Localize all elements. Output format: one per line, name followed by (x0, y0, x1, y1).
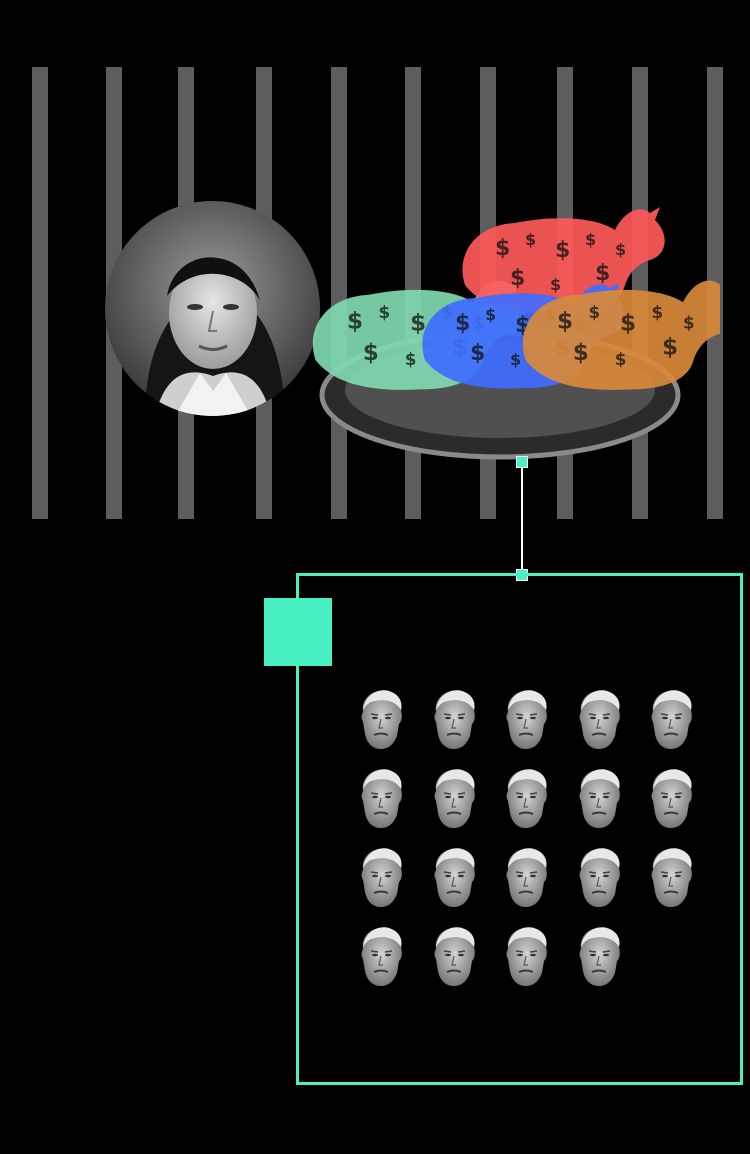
dollar-sign: $ (470, 341, 485, 366)
dollar-sign: $ (485, 305, 496, 324)
dollar-sign: $ (550, 275, 561, 294)
portrait-illustration (105, 201, 320, 416)
dollar-sign: $ (573, 340, 589, 366)
dollar-sign: $ (410, 311, 426, 337)
dollar-sign: $ (510, 350, 521, 369)
dollar-sign: $ (405, 349, 417, 369)
dollar-sign: $ (652, 302, 664, 322)
dollar-sign: $ (615, 349, 627, 369)
portrait-photo (105, 201, 320, 416)
cows-on-platter: $$$$$$$$$$$$$$$$$$$$$$$$$$$$$$$$ (312, 207, 720, 460)
dollar-sign: $ (379, 302, 391, 322)
dollar-sign: $ (585, 230, 596, 249)
cow-icon: $$$$$$$$ (522, 280, 720, 390)
accent-square (264, 598, 332, 666)
dollar-sign: $ (557, 309, 573, 335)
connector-line (521, 468, 523, 575)
dollar-sign: $ (525, 230, 536, 249)
dollar-sign: $ (455, 311, 470, 336)
dollar-sign: $ (662, 335, 678, 361)
dollar-sign: $ (615, 240, 626, 259)
faces-frame (296, 573, 743, 1085)
dollar-sign: $ (510, 266, 525, 291)
dollar-sign: $ (555, 238, 570, 263)
connector-node-top (516, 456, 528, 468)
dollar-sign: $ (620, 311, 636, 337)
bar-1 (32, 67, 48, 519)
dollar-sign: $ (595, 261, 610, 286)
dollar-sign: $ (347, 309, 363, 335)
dollar-sign: $ (495, 236, 510, 261)
dollar-sign: $ (363, 340, 379, 366)
dollar-sign: $ (589, 302, 601, 322)
dollar-sign: $ (683, 313, 695, 333)
